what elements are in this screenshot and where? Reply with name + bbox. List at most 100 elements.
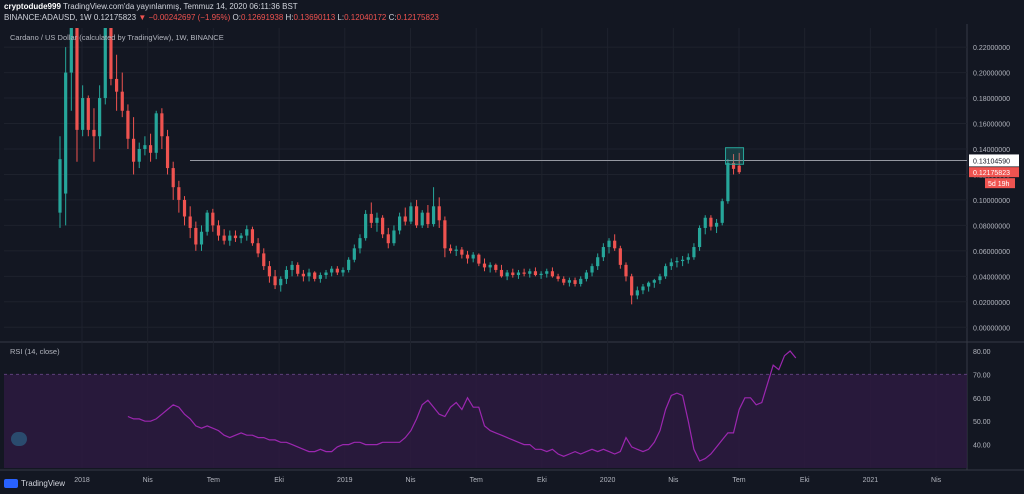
candle-body[interactable] bbox=[482, 263, 487, 268]
candle-body[interactable] bbox=[556, 276, 560, 279]
candle-body[interactable] bbox=[703, 217, 707, 228]
candle-body[interactable] bbox=[148, 145, 153, 153]
candle-body[interactable] bbox=[624, 264, 628, 277]
candle-body[interactable] bbox=[630, 276, 634, 296]
candle-body[interactable] bbox=[596, 257, 600, 267]
candle-body[interactable] bbox=[420, 212, 424, 226]
candle-body[interactable] bbox=[381, 217, 385, 235]
candle-body[interactable] bbox=[222, 235, 226, 241]
candle-body[interactable] bbox=[92, 129, 96, 137]
symbol-name[interactable]: BINANCE:ADAUSD, 1W bbox=[4, 13, 92, 22]
candle-body[interactable] bbox=[69, 28, 73, 73]
candle-body[interactable] bbox=[409, 206, 413, 222]
candle-body[interactable] bbox=[386, 234, 390, 244]
candle-body[interactable] bbox=[426, 212, 430, 225]
candle-body[interactable] bbox=[516, 272, 521, 276]
candle-body[interactable] bbox=[562, 278, 566, 283]
author-name[interactable]: cryptodude999 bbox=[4, 2, 61, 11]
candle-body[interactable] bbox=[98, 98, 102, 137]
candle-body[interactable] bbox=[505, 272, 509, 277]
candle-body[interactable] bbox=[720, 201, 724, 223]
candle-body[interactable] bbox=[307, 272, 311, 277]
candle-body[interactable] bbox=[584, 272, 588, 279]
candle-layer[interactable] bbox=[58, 28, 967, 305]
candle-body[interactable] bbox=[454, 249, 458, 251]
candle-body[interactable] bbox=[131, 138, 136, 162]
candle-body[interactable] bbox=[567, 280, 571, 283]
candle-body[interactable] bbox=[641, 286, 645, 291]
candle-body[interactable] bbox=[194, 227, 198, 245]
candle-body[interactable] bbox=[375, 217, 379, 223]
candle-body[interactable] bbox=[313, 272, 317, 279]
candle-body[interactable] bbox=[75, 28, 79, 130]
candle-body[interactable] bbox=[364, 213, 368, 239]
rsi-line[interactable] bbox=[127, 350, 797, 462]
candle-body[interactable] bbox=[143, 145, 147, 149]
candle-body[interactable] bbox=[533, 271, 538, 276]
candle-body[interactable] bbox=[579, 278, 583, 284]
candle-body[interactable] bbox=[335, 268, 339, 273]
candle-body[interactable] bbox=[216, 225, 221, 236]
candle-body[interactable] bbox=[494, 264, 498, 270]
candle-body[interactable] bbox=[448, 248, 453, 251]
candle-body[interactable] bbox=[273, 276, 277, 286]
candle-body[interactable] bbox=[528, 271, 532, 274]
candle-body[interactable] bbox=[431, 206, 436, 225]
chart-widget-icon[interactable] bbox=[11, 432, 27, 446]
candle-body[interactable] bbox=[731, 162, 736, 169]
candle-body[interactable] bbox=[550, 271, 555, 277]
candle-body[interactable] bbox=[686, 257, 690, 260]
candle-body[interactable] bbox=[613, 240, 617, 249]
candle-body[interactable] bbox=[358, 238, 362, 249]
candle-body[interactable] bbox=[182, 199, 187, 217]
candle-body[interactable] bbox=[126, 110, 130, 139]
candle-body[interactable] bbox=[64, 72, 68, 194]
candle-body[interactable] bbox=[709, 217, 713, 227]
candle-body[interactable] bbox=[573, 280, 577, 284]
candle-body[interactable] bbox=[284, 269, 288, 279]
tradingview-logo[interactable]: TradingView bbox=[4, 479, 65, 488]
candle-body[interactable] bbox=[301, 273, 305, 277]
candle-body[interactable] bbox=[635, 290, 639, 296]
candle-body[interactable] bbox=[188, 216, 192, 228]
candle-body[interactable] bbox=[398, 216, 402, 231]
candle-body[interactable] bbox=[437, 206, 441, 221]
candle-body[interactable] bbox=[737, 165, 741, 173]
candle-body[interactable] bbox=[262, 253, 266, 267]
candle-body[interactable] bbox=[165, 136, 170, 169]
candle-body[interactable] bbox=[714, 222, 719, 227]
rsi-layer[interactable] bbox=[127, 350, 797, 462]
candle-body[interactable] bbox=[488, 264, 492, 268]
candle-body[interactable] bbox=[601, 247, 605, 258]
candle-body[interactable] bbox=[477, 254, 481, 264]
candle-body[interactable] bbox=[352, 248, 356, 260]
candle-body[interactable] bbox=[115, 78, 119, 92]
candle-body[interactable] bbox=[330, 268, 334, 273]
candle-body[interactable] bbox=[590, 266, 594, 273]
candle-body[interactable] bbox=[228, 235, 232, 241]
candle-body[interactable] bbox=[369, 213, 373, 223]
candle-body[interactable] bbox=[697, 227, 702, 248]
candle-body[interactable] bbox=[675, 261, 679, 263]
candle-body[interactable] bbox=[137, 148, 141, 162]
candle-body[interactable] bbox=[239, 235, 243, 239]
candle-body[interactable] bbox=[545, 271, 549, 274]
candle-body[interactable] bbox=[658, 276, 662, 281]
chart-svg[interactable]: 0.22000000 0.20000000 0.18000000 0.16000000… bbox=[0, 24, 1024, 494]
candle-body[interactable] bbox=[341, 269, 345, 273]
candle-body[interactable] bbox=[233, 235, 238, 239]
candle-body[interactable] bbox=[256, 243, 260, 254]
candle-body[interactable] bbox=[618, 248, 622, 265]
candle-body[interactable] bbox=[58, 159, 62, 213]
candle-body[interactable] bbox=[103, 28, 107, 99]
candle-body[interactable] bbox=[250, 229, 255, 244]
candle-body[interactable] bbox=[154, 113, 158, 153]
candle-body[interactable] bbox=[414, 206, 419, 226]
candle-body[interactable] bbox=[511, 272, 515, 276]
candle-body[interactable] bbox=[160, 113, 164, 137]
candle-body[interactable] bbox=[267, 266, 272, 277]
candle-body[interactable] bbox=[296, 264, 300, 274]
candle-body[interactable] bbox=[460, 249, 464, 255]
candle-body[interactable] bbox=[392, 230, 396, 244]
candle-body[interactable] bbox=[539, 273, 543, 276]
